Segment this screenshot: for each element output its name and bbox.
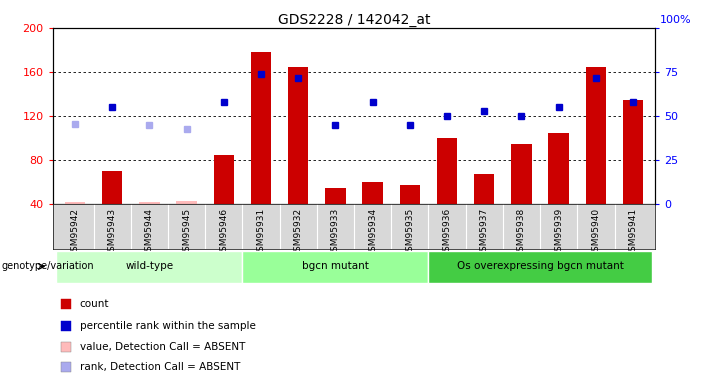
Bar [474,174,494,204]
Text: 100%: 100% [660,15,691,26]
Text: GSM95945: GSM95945 [182,208,191,257]
Bar [177,201,197,204]
Bar [548,133,569,204]
Text: value, Detection Call = ABSENT: value, Detection Call = ABSENT [80,342,245,351]
Text: bgcn mutant: bgcn mutant [302,261,369,272]
Text: GSM95944: GSM95944 [145,208,154,257]
Text: GSM95940: GSM95940 [592,208,600,257]
Text: GSM95936: GSM95936 [442,208,451,257]
Text: GSM95946: GSM95946 [219,208,229,257]
Text: Os overexpressing bgcn mutant: Os overexpressing bgcn mutant [456,261,623,272]
Text: GSM95943: GSM95943 [108,208,116,257]
Bar [64,202,85,204]
Bar [428,251,652,283]
Bar [56,251,243,283]
Bar [243,251,428,283]
Text: wild-type: wild-type [125,261,173,272]
Text: GSM95933: GSM95933 [331,208,340,257]
Bar [251,53,271,204]
Bar [288,67,308,204]
Text: GSM95934: GSM95934 [368,208,377,257]
Text: GSM95932: GSM95932 [294,208,303,257]
Text: GSM95938: GSM95938 [517,208,526,257]
Bar [437,138,457,204]
Bar [585,67,606,204]
Text: GSM95941: GSM95941 [629,208,638,257]
Text: GSM95937: GSM95937 [479,208,489,257]
Text: GSM95942: GSM95942 [70,208,79,257]
Text: rank, Detection Call = ABSENT: rank, Detection Call = ABSENT [80,362,240,372]
Text: genotype/variation: genotype/variation [1,261,94,272]
Text: GSM95935: GSM95935 [405,208,414,257]
Bar [102,171,123,204]
Bar [325,188,346,204]
Text: percentile rank within the sample: percentile rank within the sample [80,321,256,331]
Text: GSM95939: GSM95939 [554,208,563,257]
Bar [362,182,383,204]
Text: GSM95931: GSM95931 [257,208,266,257]
Title: GDS2228 / 142042_at: GDS2228 / 142042_at [278,13,430,27]
Bar [139,202,160,204]
Text: count: count [80,299,109,309]
Bar [214,155,234,204]
Bar [511,144,531,204]
Bar [623,100,644,204]
Bar [400,184,420,204]
